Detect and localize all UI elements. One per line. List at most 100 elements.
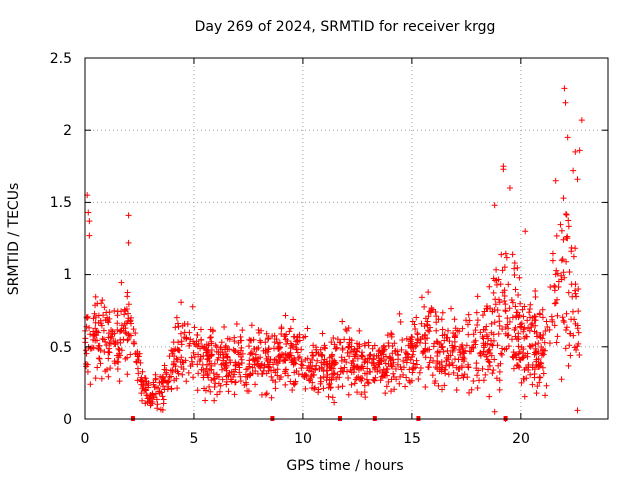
data-point	[497, 350, 504, 357]
data-point	[296, 353, 303, 360]
data-point	[304, 325, 311, 332]
data-point	[501, 346, 508, 353]
data-point	[486, 362, 493, 369]
data-point	[124, 293, 131, 300]
data-point	[298, 365, 305, 372]
y-tick-label: 2	[63, 123, 72, 139]
data-point	[195, 370, 202, 377]
data-point	[426, 328, 433, 335]
data-point	[561, 319, 568, 326]
data-point	[536, 379, 543, 386]
data-point	[94, 364, 101, 371]
data-point	[520, 313, 527, 320]
data-point	[539, 364, 546, 371]
data-point	[248, 322, 255, 329]
data-point	[328, 360, 335, 367]
data-point	[292, 338, 299, 345]
data-point	[380, 366, 387, 373]
data-point	[526, 309, 533, 316]
data-point	[198, 337, 205, 344]
data-point	[446, 338, 453, 345]
data-point	[444, 347, 451, 354]
data-point	[187, 336, 194, 343]
data-point	[573, 293, 580, 300]
data-point	[110, 338, 117, 345]
data-point	[476, 350, 483, 357]
data-point	[508, 297, 515, 304]
data-point	[514, 264, 521, 271]
data-point	[214, 391, 221, 398]
data-point	[201, 343, 208, 350]
data-point	[282, 370, 289, 377]
data-point	[258, 327, 265, 334]
data-point	[139, 368, 146, 375]
data-point	[396, 310, 403, 317]
data-point	[377, 377, 384, 384]
data-point	[220, 357, 227, 364]
data-point	[346, 344, 353, 351]
data-point	[111, 307, 118, 314]
y-tick-label: 1	[63, 267, 72, 283]
data-point	[308, 368, 315, 375]
data-point	[435, 382, 442, 389]
data-point	[311, 384, 318, 391]
data-point	[348, 337, 355, 344]
data-point	[430, 357, 437, 364]
data-point	[278, 325, 285, 332]
data-point	[445, 371, 452, 378]
data-point	[103, 366, 110, 373]
data-point	[539, 335, 546, 342]
data-point	[198, 366, 205, 373]
data-point	[422, 384, 429, 391]
data-point	[568, 244, 575, 251]
data-point	[474, 372, 481, 379]
data-point	[108, 333, 115, 340]
data-point	[237, 377, 244, 384]
data-point	[345, 391, 352, 398]
data-point	[100, 327, 107, 334]
data-point	[249, 356, 256, 363]
data-point	[139, 397, 146, 404]
data-point	[524, 317, 531, 324]
data-point	[114, 366, 121, 373]
data-point	[330, 374, 337, 381]
data-point	[223, 381, 230, 388]
data-point	[506, 305, 513, 312]
data-point	[441, 366, 448, 373]
data-point	[422, 340, 429, 347]
data-point	[562, 327, 569, 334]
data-point	[477, 329, 484, 336]
data-point	[512, 286, 519, 293]
data-point	[527, 371, 534, 378]
data-point	[569, 308, 576, 315]
data-point	[244, 387, 251, 394]
data-point	[491, 319, 498, 326]
data-point	[125, 315, 132, 322]
data-point	[117, 336, 124, 343]
data-point	[121, 306, 128, 313]
data-point	[566, 342, 573, 349]
data-point	[465, 331, 472, 338]
data-point	[505, 281, 512, 288]
data-point	[561, 85, 568, 92]
data-point	[575, 285, 582, 292]
data-point	[429, 372, 436, 379]
data-point	[465, 311, 472, 318]
data-point	[509, 336, 516, 343]
data-point	[549, 257, 556, 264]
data-point	[562, 99, 569, 106]
data-point	[308, 356, 315, 363]
data-point	[178, 354, 185, 361]
data-point	[372, 366, 379, 373]
data-point	[515, 314, 522, 321]
data-point	[397, 318, 404, 325]
data-point	[197, 326, 204, 333]
data-point	[135, 357, 142, 364]
data-point	[321, 344, 328, 351]
data-point	[90, 315, 97, 322]
data-point	[407, 379, 414, 386]
data-point	[501, 297, 508, 304]
data-point	[135, 353, 142, 360]
data-point	[557, 221, 564, 228]
data-point	[312, 366, 319, 373]
